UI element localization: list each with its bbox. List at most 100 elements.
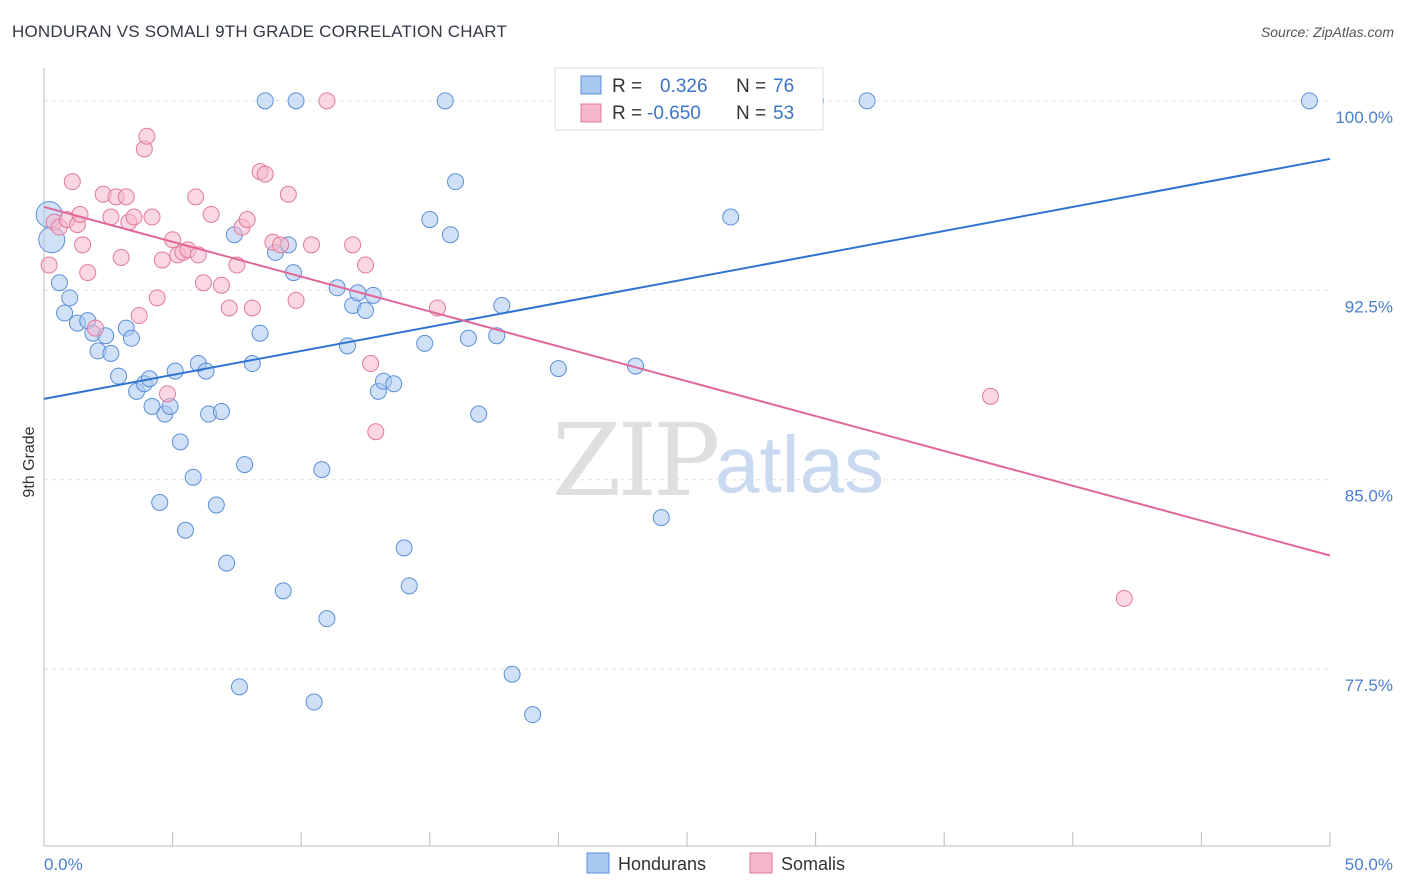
- hondurans-r-label: R =: [612, 76, 642, 97]
- data-point: [202, 206, 220, 224]
- data-point: [488, 327, 506, 345]
- data-point: [385, 375, 403, 393]
- x-tick-label: 0.0%: [44, 855, 83, 874]
- data-point: [447, 173, 465, 191]
- data-point: [367, 423, 385, 441]
- x-tick-labels: 0.0% 50.0%: [44, 855, 1393, 874]
- data-point: [1115, 589, 1133, 607]
- y-tick-label: 77.5%: [1345, 676, 1393, 695]
- data-point: [79, 264, 97, 282]
- legend-somalis-label: Somalis: [781, 854, 845, 874]
- data-point: [981, 387, 999, 405]
- source-credit: Source: ZipAtlas.com: [1260, 24, 1394, 40]
- legend-somalis-swatch: [749, 852, 773, 874]
- data-point: [143, 208, 161, 226]
- somalis-r-value: -0.650: [647, 103, 701, 124]
- somalis-swatch: [580, 103, 602, 123]
- x-axis-ticks: [43, 832, 1331, 846]
- legend-hondurans-label: Hondurans: [618, 854, 706, 874]
- data-point: [436, 92, 454, 110]
- somalis-n-label: N =: [736, 103, 766, 124]
- data-point: [459, 329, 477, 347]
- data-point: [1300, 92, 1318, 110]
- data-point: [287, 291, 305, 309]
- data-point: [236, 456, 254, 474]
- data-point: [194, 274, 212, 292]
- data-point: [212, 276, 230, 294]
- somalis-n-value: 53: [773, 103, 794, 124]
- data-point: [184, 468, 202, 486]
- watermark: ZIP atlas: [552, 402, 884, 519]
- data-point: [148, 289, 166, 307]
- data-point: [256, 165, 274, 183]
- data-point: [187, 188, 205, 206]
- data-point: [493, 296, 511, 314]
- data-point: [207, 496, 225, 514]
- data-point: [722, 208, 740, 226]
- data-point: [256, 92, 274, 110]
- hondurans-n-value: 76: [773, 76, 794, 97]
- data-point: [400, 577, 418, 595]
- data-point: [110, 367, 128, 385]
- data-point: [125, 208, 143, 226]
- series-somalis-points: [40, 92, 1133, 607]
- legend-hondurans-swatch: [586, 852, 610, 874]
- data-point: [549, 360, 567, 378]
- data-point: [176, 521, 194, 539]
- data-point: [524, 706, 542, 724]
- data-point: [357, 301, 374, 319]
- data-point: [74, 236, 92, 254]
- data-point: [272, 236, 290, 254]
- data-point: [395, 539, 413, 557]
- data-point: [130, 307, 148, 325]
- hondurans-swatch: [580, 75, 602, 95]
- data-point: [652, 509, 670, 527]
- bottom-legend: Hondurans Somalis: [586, 852, 845, 874]
- data-point: [441, 226, 459, 244]
- data-point: [56, 304, 74, 322]
- data-point: [102, 344, 120, 362]
- data-point: [470, 405, 488, 423]
- data-point: [274, 582, 292, 600]
- somalis-r-label: R =: [612, 103, 642, 124]
- grid-lines: [44, 100, 1330, 670]
- data-point: [158, 385, 176, 403]
- data-point: [416, 334, 434, 352]
- data-point: [243, 299, 261, 317]
- data-point: [189, 246, 207, 264]
- hondurans-n-label: N =: [736, 76, 766, 97]
- data-point: [166, 362, 184, 380]
- data-point: [318, 92, 336, 110]
- hondurans-r-value: 0.326: [660, 76, 708, 97]
- data-point: [40, 256, 58, 274]
- data-point: [153, 251, 171, 269]
- trend-line-somalis: [43, 205, 1331, 557]
- data-point: [230, 678, 248, 696]
- watermark-atlas: atlas: [715, 420, 884, 509]
- data-point: [344, 236, 362, 254]
- data-point: [302, 236, 320, 254]
- trend-line-hondurans: [43, 157, 1331, 400]
- data-point: [171, 433, 189, 451]
- data-point: [50, 274, 68, 292]
- data-point: [197, 362, 215, 380]
- data-point: [117, 188, 135, 206]
- y-tick-label: 100.0%: [1335, 108, 1393, 127]
- data-point: [143, 397, 161, 415]
- watermark-zip: ZIP: [552, 402, 717, 519]
- data-point: [287, 92, 305, 110]
- trend-lines: [43, 157, 1331, 557]
- data-point: [212, 403, 230, 421]
- data-point: [122, 329, 140, 347]
- chart-title: HONDURAN VS SOMALI 9TH GRADE CORRELATION…: [12, 22, 508, 41]
- y-axis-title: 9th Grade: [21, 426, 38, 497]
- data-point: [112, 248, 130, 266]
- data-point: [238, 211, 256, 229]
- data-point: [243, 355, 261, 373]
- data-point: [313, 461, 331, 479]
- data-point: [357, 256, 374, 274]
- data-point: [305, 693, 323, 711]
- stats-legend: R = 0.326 N = 76 R = -0.650 N = 53: [554, 67, 824, 131]
- y-tick-label: 92.5%: [1345, 297, 1393, 316]
